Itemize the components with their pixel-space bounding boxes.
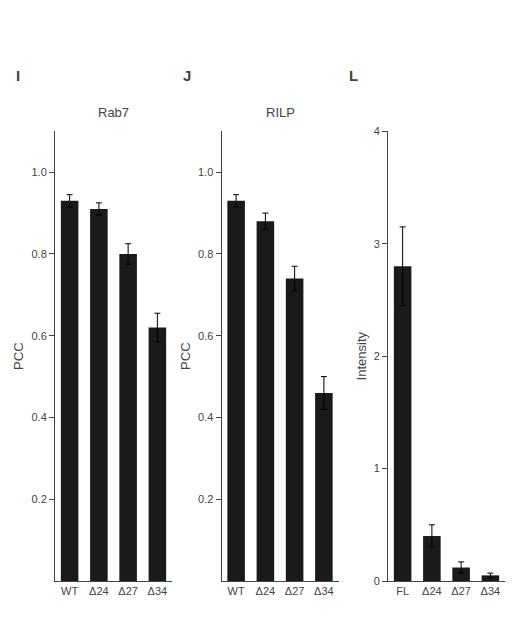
svg-text:RILP: RILP [266,105,295,120]
svg-text:0.4: 0.4 [198,411,213,423]
svg-text:0.2: 0.2 [32,493,47,505]
svg-text:0: 0 [374,575,380,587]
svg-text:Δ24: Δ24 [89,585,109,597]
svg-text:0.8: 0.8 [198,248,213,260]
svg-text:0.2: 0.2 [198,493,213,505]
svg-text:1: 1 [374,462,380,474]
svg-text:2: 2 [374,350,380,362]
svg-text:Δ27: Δ27 [118,585,138,597]
svg-text:Δ27: Δ27 [451,585,471,597]
svg-text:Δ24: Δ24 [256,585,276,597]
svg-text:I: I [16,67,20,84]
svg-text:1.0: 1.0 [198,166,213,178]
svg-text:WT: WT [228,585,245,597]
svg-text:Intensity: Intensity [354,331,369,380]
svg-text:Δ24: Δ24 [422,585,442,597]
svg-text:Δ34: Δ34 [481,585,501,597]
svg-text:0.6: 0.6 [32,330,47,342]
svg-text:0.4: 0.4 [32,411,47,423]
svg-text:L: L [349,67,358,84]
svg-text:PCC: PCC [178,342,193,369]
svg-text:WT: WT [61,585,78,597]
svg-text:Δ34: Δ34 [148,585,168,597]
svg-text:Δ27: Δ27 [285,585,305,597]
svg-text:3: 3 [374,238,380,250]
svg-text:Δ34: Δ34 [314,585,334,597]
svg-text:PCC: PCC [11,342,26,369]
svg-text:0.8: 0.8 [32,248,47,260]
svg-text:FL: FL [396,585,409,597]
svg-text:0.6: 0.6 [198,330,213,342]
svg-text:4: 4 [374,125,380,137]
svg-text:1.0: 1.0 [32,166,47,178]
svg-text:J: J [183,67,191,84]
svg-text:Rab7: Rab7 [98,105,129,120]
